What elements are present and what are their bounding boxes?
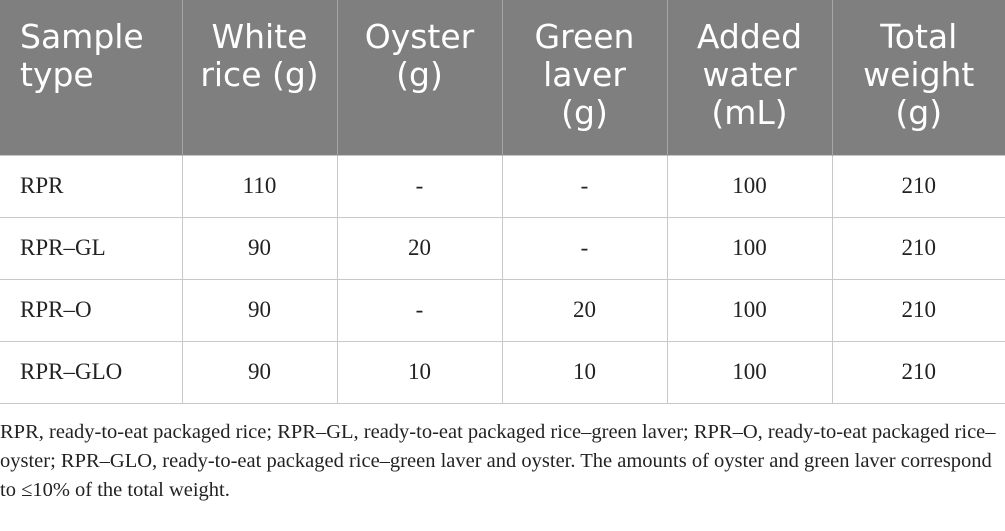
header-cell: Total weight (g): [832, 0, 1005, 155]
table-body: RPR 110- -100 210 RPR–GL 90 20-100 210 RPR–O 90-2…: [0, 154, 1005, 404]
table-cell: 210: [831, 154, 1005, 218]
data-table: Sample type White rice (g) Oyster (g) Gr…: [0, 0, 1005, 404]
table-cell: RPR–GL: [0, 216, 183, 280]
table-cell: 20: [336, 216, 503, 280]
table-cell: 100: [666, 216, 833, 280]
header-cell: Green laver (g): [502, 0, 668, 155]
table-cell: 210: [831, 278, 1005, 342]
table-cell: -: [501, 154, 668, 218]
table-cell: 90: [181, 340, 338, 404]
header-row: Sample type White rice (g) Oyster (g) Gr…: [0, 0, 1005, 155]
table-cell: 10: [501, 340, 668, 404]
table-row: RPR–O 90-20 100 210: [0, 278, 1005, 342]
table-cell: 210: [831, 340, 1005, 404]
header-cell: White rice (g): [182, 0, 338, 155]
footnote: RPR, ready-to-eat packaged rice; RPR–GL,…: [0, 420, 996, 501]
table-cell: 10: [336, 340, 503, 404]
header-cell: Added water (mL): [667, 0, 833, 155]
table-cell: 100: [666, 278, 833, 342]
table-row: RPR 110- -100 210: [0, 154, 1005, 218]
table-cell: 100: [666, 340, 833, 404]
table-cell: RPR–O: [0, 278, 183, 342]
table-cell: 90: [181, 278, 338, 342]
header-cell: Oyster (g): [337, 0, 503, 155]
header-cell: Sample type: [0, 0, 183, 155]
table-cell: 110: [181, 154, 338, 218]
table-cell: 100: [666, 154, 833, 218]
table-cell: 90: [181, 216, 338, 280]
table-cell: -: [501, 216, 668, 280]
table-cell: -: [336, 154, 503, 218]
table-cell: RPR–GLO: [0, 340, 183, 404]
table-cell: -: [336, 278, 503, 342]
table-row: RPR–GL 90 20-100 210: [0, 216, 1005, 280]
table-cell: 20: [501, 278, 668, 342]
table-cell: RPR: [0, 154, 183, 218]
table-cell: 210: [831, 216, 1005, 280]
table-row: RPR–GLO 90 10 10 100 210: [0, 340, 1005, 404]
